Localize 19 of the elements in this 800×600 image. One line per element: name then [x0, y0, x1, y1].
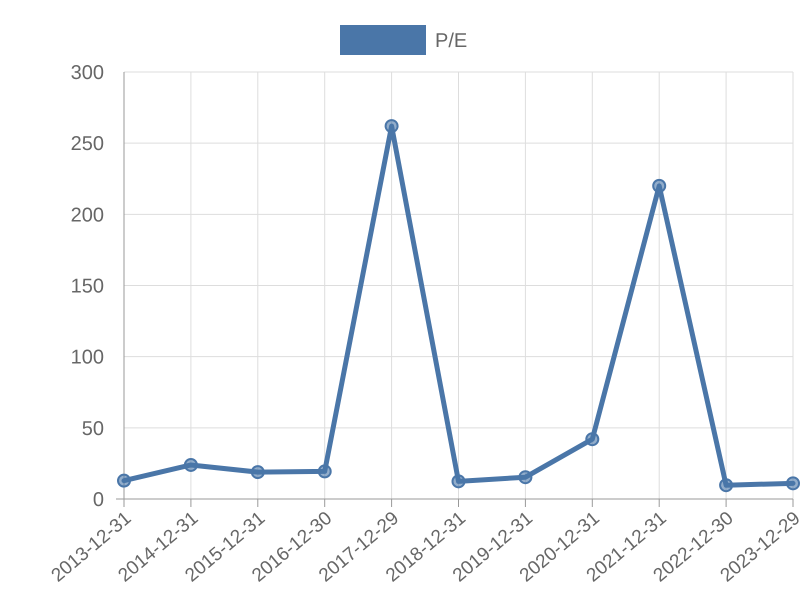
y-tick-label: 250: [70, 133, 104, 156]
point: [452, 474, 466, 488]
point: [384, 119, 399, 134]
point: [786, 476, 800, 490]
y-tick-label: 300: [70, 62, 104, 84]
y-tick-label: 0: [92, 489, 104, 511]
point: [117, 474, 131, 488]
point: [585, 432, 600, 446]
legend-label: P/E: [435, 30, 468, 52]
point: [250, 465, 265, 480]
y-tick-label: 100: [70, 346, 104, 369]
point: [318, 464, 332, 478]
y-tick-label: 200: [70, 204, 104, 226]
point: [184, 458, 198, 472]
point: [719, 478, 734, 492]
y-tick-label: 150: [70, 276, 104, 298]
point: [652, 178, 666, 193]
point: [518, 470, 532, 484]
y-tick-label: 50: [82, 418, 104, 440]
